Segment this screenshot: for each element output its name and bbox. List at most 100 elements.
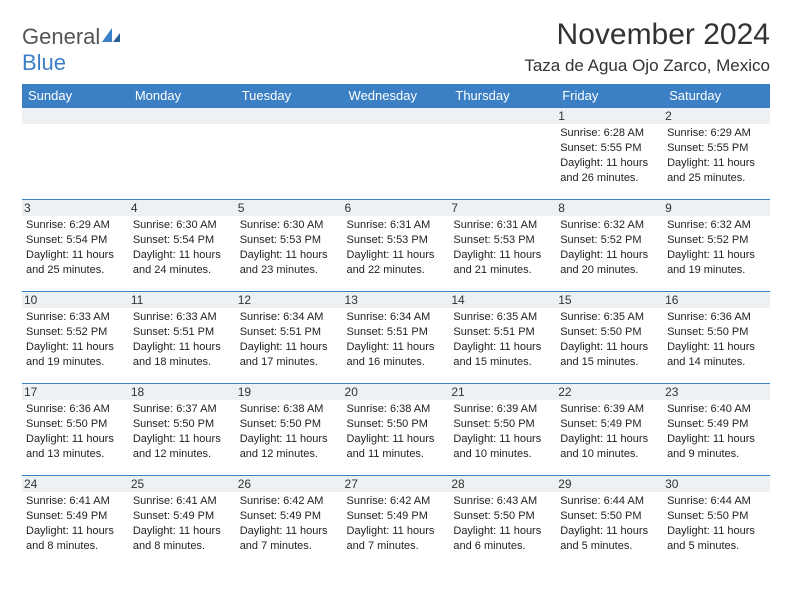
- sunrise-line: Sunrise: 6:42 AM: [347, 494, 446, 509]
- day-info: Sunrise: 6:34 AMSunset: 5:51 PMDaylight:…: [240, 310, 339, 369]
- calendar-cell: [22, 108, 129, 200]
- sunrise-line: Sunrise: 6:33 AM: [26, 310, 125, 325]
- day-number: 4: [129, 200, 236, 216]
- sunset-line: Sunset: 5:49 PM: [347, 509, 446, 524]
- sunrise-line: Sunrise: 6:41 AM: [26, 494, 125, 509]
- daylight-line: Daylight: 11 hours and 20 minutes.: [560, 248, 659, 278]
- day-info: Sunrise: 6:42 AMSunset: 5:49 PMDaylight:…: [347, 494, 446, 553]
- sunset-line: Sunset: 5:55 PM: [667, 141, 766, 156]
- daylight-line: Daylight: 11 hours and 15 minutes.: [560, 340, 659, 370]
- day-info: Sunrise: 6:38 AMSunset: 5:50 PMDaylight:…: [347, 402, 446, 461]
- day-header: Tuesday: [236, 84, 343, 108]
- day-number: 23: [663, 384, 770, 400]
- day-number: 25: [129, 476, 236, 492]
- daylight-line: Daylight: 11 hours and 25 minutes.: [667, 156, 766, 186]
- day-header: Thursday: [449, 84, 556, 108]
- sunset-line: Sunset: 5:53 PM: [347, 233, 446, 248]
- day-info: Sunrise: 6:33 AMSunset: 5:51 PMDaylight:…: [133, 310, 232, 369]
- calendar-body: 1Sunrise: 6:28 AMSunset: 5:55 PMDaylight…: [22, 108, 770, 568]
- sunrise-line: Sunrise: 6:44 AM: [667, 494, 766, 509]
- day-info: Sunrise: 6:40 AMSunset: 5:49 PMDaylight:…: [667, 402, 766, 461]
- daylight-line: Daylight: 11 hours and 12 minutes.: [240, 432, 339, 462]
- sunrise-line: Sunrise: 6:38 AM: [347, 402, 446, 417]
- daylight-line: Daylight: 11 hours and 21 minutes.: [453, 248, 552, 278]
- day-info: Sunrise: 6:39 AMSunset: 5:50 PMDaylight:…: [453, 402, 552, 461]
- brand-part2: Blue: [22, 50, 66, 75]
- day-number: 17: [22, 384, 129, 400]
- calendar-cell: 22Sunrise: 6:39 AMSunset: 5:49 PMDayligh…: [556, 384, 663, 476]
- daylight-line: Daylight: 11 hours and 19 minutes.: [667, 248, 766, 278]
- sunset-line: Sunset: 5:49 PM: [26, 509, 125, 524]
- daylight-line: Daylight: 11 hours and 7 minutes.: [240, 524, 339, 554]
- calendar-cell: 15 Sunrise: 6:35 AMSunset: 5:50 PMDayligh…: [556, 292, 663, 384]
- day-info: Sunrise: 6:35 AMSunset: 5:51 PMDaylight:…: [453, 310, 552, 369]
- day-number: 14: [449, 292, 556, 308]
- sunrise-line: Sunrise: 6:29 AM: [667, 126, 766, 141]
- sunrise-line: Sunrise: 6:30 AM: [133, 218, 232, 233]
- sunset-line: Sunset: 5:50 PM: [560, 325, 659, 340]
- calendar-cell: 11 Sunrise: 6:33 AMSunset: 5:51 PMDayligh…: [129, 292, 236, 384]
- day-number: 27: [343, 476, 450, 492]
- sunrise-line: Sunrise: 6:34 AM: [347, 310, 446, 325]
- day-info: Sunrise: 6:29 AMSunset: 5:55 PMDaylight:…: [667, 126, 766, 185]
- calendar-cell: [343, 108, 450, 200]
- day-number: 13: [343, 292, 450, 308]
- sunrise-line: Sunrise: 6:31 AM: [453, 218, 552, 233]
- calendar-cell: 16Sunrise: 6:36 AMSunset: 5:50 PMDayligh…: [663, 292, 770, 384]
- calendar-cell: 19Sunrise: 6:38 AMSunset: 5:50 PMDayligh…: [236, 384, 343, 476]
- sunrise-line: Sunrise: 6:43 AM: [453, 494, 552, 509]
- day-info: Sunrise: 6:41 AMSunset: 5:49 PMDaylight:…: [133, 494, 232, 553]
- calendar-cell: 2Sunrise: 6:29 AMSunset: 5:55 PMDaylight…: [663, 108, 770, 200]
- sunrise-line: Sunrise: 6:35 AM: [560, 310, 659, 325]
- sunrise-line: Sunrise: 6:36 AM: [26, 402, 125, 417]
- brand-logo: General Blue: [22, 18, 122, 76]
- day-info: Sunrise: 6:31 AMSunset: 5:53 PMDaylight:…: [347, 218, 446, 277]
- sunset-line: Sunset: 5:51 PM: [133, 325, 232, 340]
- day-info: Sunrise: 6:34 AMSunset: 5:51 PMDaylight:…: [347, 310, 446, 369]
- daylight-line: Daylight: 11 hours and 25 minutes.: [26, 248, 125, 278]
- day-number: 11: [129, 292, 236, 308]
- sunrise-line: Sunrise: 6:38 AM: [240, 402, 339, 417]
- sunrise-line: Sunrise: 6:40 AM: [667, 402, 766, 417]
- sunset-line: Sunset: 5:51 PM: [240, 325, 339, 340]
- day-header: Sunday: [22, 84, 129, 108]
- calendar-cell: [236, 108, 343, 200]
- calendar-cell: 27 Sunrise: 6:42 AMSunset: 5:49 PMDayligh…: [343, 476, 450, 568]
- daylight-line: Daylight: 11 hours and 19 minutes.: [26, 340, 125, 370]
- sunrise-line: Sunrise: 6:44 AM: [560, 494, 659, 509]
- sunset-line: Sunset: 5:49 PM: [240, 509, 339, 524]
- title-block: November 2024 Taza de Agua Ojo Zarco, Me…: [524, 18, 770, 76]
- day-info: Sunrise: 6:36 AMSunset: 5:50 PMDaylight:…: [26, 402, 125, 461]
- day-info: Sunrise: 6:42 AMSunset: 5:49 PMDaylight:…: [240, 494, 339, 553]
- sunset-line: Sunset: 5:54 PM: [26, 233, 125, 248]
- daylight-line: Daylight: 11 hours and 23 minutes.: [240, 248, 339, 278]
- sunset-line: Sunset: 5:50 PM: [560, 509, 659, 524]
- calendar-cell: 12Sunrise: 6:34 AMSunset: 5:51 PMDayligh…: [236, 292, 343, 384]
- day-number: 7: [449, 200, 556, 216]
- calendar-cell: 9Sunrise: 6:32 AMSunset: 5:52 PMDaylight…: [663, 200, 770, 292]
- day-header: Saturday: [663, 84, 770, 108]
- daylight-line: Daylight: 11 hours and 15 minutes.: [453, 340, 552, 370]
- sunrise-line: Sunrise: 6:33 AM: [133, 310, 232, 325]
- daylight-line: Daylight: 11 hours and 10 minutes.: [453, 432, 552, 462]
- calendar-cell: 1Sunrise: 6:28 AMSunset: 5:55 PMDaylight…: [556, 108, 663, 200]
- calendar-cell: 3Sunrise: 6:29 AMSunset: 5:54 PMDaylight…: [22, 200, 129, 292]
- day-number: 6: [343, 200, 450, 216]
- calendar-cell: [129, 108, 236, 200]
- sunrise-line: Sunrise: 6:37 AM: [133, 402, 232, 417]
- daylight-line: Daylight: 11 hours and 5 minutes.: [667, 524, 766, 554]
- calendar-cell: 14 Sunrise: 6:35 AMSunset: 5:51 PMDayligh…: [449, 292, 556, 384]
- sunrise-line: Sunrise: 6:29 AM: [26, 218, 125, 233]
- daylight-line: Daylight: 11 hours and 8 minutes.: [133, 524, 232, 554]
- sunrise-line: Sunrise: 6:28 AM: [560, 126, 659, 141]
- day-number: 15: [556, 292, 663, 308]
- calendar-cell: 23 Sunrise: 6:40 AMSunset: 5:49 PMDayligh…: [663, 384, 770, 476]
- sunrise-line: Sunrise: 6:31 AM: [347, 218, 446, 233]
- daylight-line: Daylight: 11 hours and 9 minutes.: [667, 432, 766, 462]
- sunset-line: Sunset: 5:52 PM: [26, 325, 125, 340]
- sunset-line: Sunset: 5:50 PM: [133, 417, 232, 432]
- calendar-cell: 21Sunrise: 6:39 AMSunset: 5:50 PMDayligh…: [449, 384, 556, 476]
- sunset-line: Sunset: 5:52 PM: [667, 233, 766, 248]
- daylight-line: Daylight: 11 hours and 24 minutes.: [133, 248, 232, 278]
- sunrise-line: Sunrise: 6:32 AM: [667, 218, 766, 233]
